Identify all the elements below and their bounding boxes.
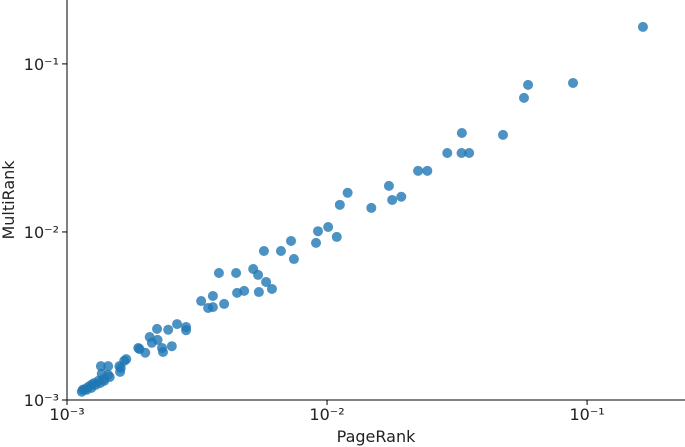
point — [95, 378, 106, 389]
point — [396, 191, 407, 202]
point — [253, 287, 264, 298]
point — [172, 319, 183, 330]
point — [207, 302, 218, 313]
point — [103, 361, 114, 372]
point — [286, 235, 297, 246]
point — [196, 296, 207, 307]
point — [231, 267, 242, 278]
point — [258, 246, 269, 257]
point — [637, 21, 648, 32]
point — [181, 325, 192, 336]
point — [518, 92, 529, 103]
y-tick-label: 10⁻³ — [24, 391, 59, 410]
point — [383, 180, 394, 191]
point — [413, 165, 424, 176]
x-tick-label: 10⁻² — [309, 405, 344, 424]
point — [498, 129, 509, 140]
y-tick-label: 10⁻¹ — [24, 55, 59, 74]
y-axis-label: MultiRank — [0, 160, 18, 240]
point — [366, 202, 377, 213]
x-tick-label: 10⁻³ — [49, 405, 84, 424]
point — [261, 276, 272, 287]
point — [115, 366, 126, 377]
point — [95, 361, 106, 372]
point — [331, 231, 342, 242]
point — [342, 187, 353, 198]
point — [166, 341, 177, 352]
point — [275, 246, 286, 257]
point — [312, 226, 323, 237]
point — [456, 127, 467, 138]
point — [163, 324, 174, 335]
point — [523, 79, 534, 90]
point — [266, 283, 277, 294]
point — [232, 287, 243, 298]
point — [323, 222, 334, 233]
point — [158, 347, 169, 358]
point — [207, 290, 218, 301]
point — [288, 254, 299, 265]
point — [134, 344, 145, 355]
x-tick-label: 10⁻¹ — [569, 405, 604, 424]
point — [334, 199, 345, 210]
y-tick-label: 10⁻² — [24, 223, 59, 242]
point — [213, 267, 224, 278]
point — [146, 337, 157, 348]
point — [422, 165, 433, 176]
point — [568, 77, 579, 88]
point — [152, 323, 163, 334]
x-axis-label: PageRank — [337, 427, 416, 446]
point — [253, 269, 264, 280]
point — [464, 147, 475, 158]
point — [456, 147, 467, 158]
point — [387, 194, 398, 205]
point — [442, 147, 453, 158]
point — [311, 237, 322, 248]
point — [219, 298, 230, 309]
